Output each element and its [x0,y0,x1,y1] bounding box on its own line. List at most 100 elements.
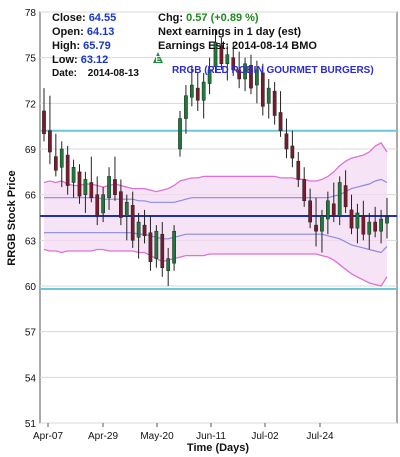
candle-body [278,112,283,131]
reference-lines [40,129,397,291]
candle-body [178,118,182,150]
candle-body [48,130,52,153]
open-value: 64.13 [86,26,115,38]
close-value: 64.55 [88,12,117,24]
candle-body [349,209,354,229]
y-tick-label: 78 [25,8,37,19]
candle-body [231,57,236,71]
candle-body [219,45,224,65]
earnings-marker-label: E [156,55,162,64]
low-label: Low: [52,54,78,66]
y-tick-label: 54 [25,373,37,384]
candle-body [154,230,159,259]
candles [42,30,389,286]
candle-body [65,154,70,186]
ticker-name: RRGB (RED ROBIN GOURMET BURGERS) [172,65,374,76]
candle-body [272,90,277,116]
candle-body [42,110,46,135]
date-row: Date: 2014-08-13 [52,68,139,79]
candle-body [166,258,171,272]
band-fill [44,142,387,286]
y-tick-label: 60 [25,282,37,293]
candle-body [119,191,123,218]
candle-body [331,203,336,217]
candle-body [195,87,200,101]
change-row: Chg: 0.57 (+0.89 %) [158,12,259,24]
x-axis-label: Time (Days) [187,442,249,454]
y-tick-label: 66 [25,191,37,202]
candle-body [59,148,64,168]
band-lower-line [43,248,388,287]
candle-body [284,133,289,150]
candle-body [320,215,324,232]
x-tick-label: Apr-07 [33,431,63,442]
volatility-band [43,142,388,287]
candle-body [302,179,307,202]
candle-body [255,69,259,86]
y-tick-label: 63 [25,236,37,247]
earnings-marker-shape [153,52,163,63]
candle-body [136,221,141,238]
candle-body [130,205,135,241]
candle-body [142,224,147,237]
earnings-marker: E [153,52,163,64]
inner-upper-line [44,178,388,203]
x-tick-label: Apr-29 [88,431,118,442]
candle-body [314,224,318,232]
candle-body [160,233,165,268]
candle-body [207,69,212,84]
candle-body [361,215,366,235]
y-tick-label: 51 [25,419,37,430]
candle-body [124,202,129,217]
x-tick-label: May-20 [140,431,174,442]
y-tick-label: 72 [25,99,37,110]
low-row: Low: 63.12 [52,54,108,66]
y-tick-label: 75 [25,54,37,65]
candle-body [296,160,301,180]
close-row: Close: 64.55 [52,12,116,24]
change-value: 0.57 [186,12,208,24]
candle-body [326,200,330,220]
y-axis-label: RRGB Stock Price [6,170,18,265]
x-tick-labels: Apr-07 Apr-29 May-20 Jun-11 Jul-02 Jul-24 [33,431,334,442]
date-label: Date: [52,68,78,79]
candle-body [184,95,188,119]
close-label: Close: [52,12,86,24]
candle-body [355,212,360,229]
candle-body [172,230,176,264]
candle-body [148,232,153,262]
y-tick-label: 69 [25,145,37,156]
candle-body [89,182,94,198]
candle-body [107,176,111,198]
candle-body [71,167,76,183]
candle-body [213,42,218,68]
candle-body [95,194,100,217]
candle-body [385,216,389,224]
x-tick-label: Jun-11 [196,431,226,442]
change-percent: (+0.89 %) [210,12,259,24]
inner-lower-line [44,232,388,254]
high-value: 65.79 [83,40,111,52]
candle-body [373,221,378,232]
candle-body [189,84,194,98]
change-label: Chg: [158,12,184,24]
high-label: High: [52,40,81,52]
candle-body [113,179,117,195]
band-upper-line [43,142,388,193]
candle-body [308,200,312,223]
y-tick-labels: 51 54 57 60 63 66 69 72 75 78 [25,8,37,430]
candle-body [266,87,271,104]
open-label: Open: [52,26,84,38]
date-value: 2014-08-13 [87,68,139,79]
candle-body [225,54,230,65]
candle-body [243,63,247,80]
candle-body [77,171,82,197]
x-tick-label: Jul-24 [306,431,334,442]
candle-body [201,81,206,101]
candle-body [290,145,295,159]
candle-body [83,179,88,195]
next-earnings: Next earnings in 1 day (est) [158,26,302,38]
x-tick-label: Jul-02 [251,431,279,442]
low-value: 63.12 [80,54,109,66]
